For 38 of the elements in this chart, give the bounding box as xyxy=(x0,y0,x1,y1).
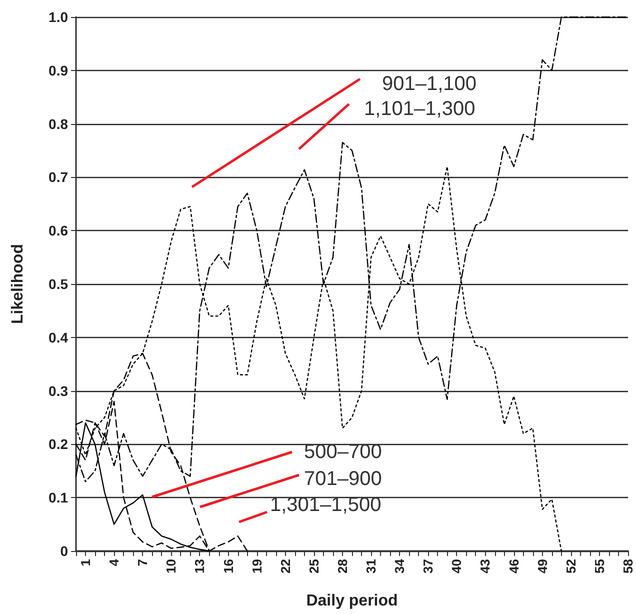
x-tick-label: 1 xyxy=(78,559,94,566)
x-tick-label: 52 xyxy=(563,559,578,574)
x-tick-label: 37 xyxy=(420,559,436,574)
x-tick-label: 16 xyxy=(220,559,236,574)
text: 901–1,100 xyxy=(382,73,477,95)
x-tick-label: 4 xyxy=(106,558,122,566)
y-tick-label: 0.1 xyxy=(48,490,68,506)
y-tick-label: 0.9 xyxy=(48,62,68,78)
x-tick-label: 7 xyxy=(135,559,150,566)
x-tick-label: 31 xyxy=(364,559,379,574)
y-tick-label: 0.7 xyxy=(48,169,68,186)
y-tick-label: 1.0 xyxy=(48,9,68,25)
x-tick-label: 34 xyxy=(392,558,408,574)
x-tick-label: 58 xyxy=(620,559,636,574)
series-label: 1,101–1,300 xyxy=(364,98,476,120)
y-tick-label: 0 xyxy=(60,543,68,559)
y-tick-label: 0.3 xyxy=(48,382,68,399)
x-tick-label: 19 xyxy=(249,559,264,574)
x-tick-label: 13 xyxy=(192,559,208,574)
y-tick-label: 0.2 xyxy=(48,436,68,452)
y-tick-label: 0.5 xyxy=(48,276,68,292)
x-tick-label: 43 xyxy=(478,559,493,574)
series-label: 1,301–1,500 xyxy=(270,494,382,516)
x-axis-title: Daily period xyxy=(306,592,398,610)
x-tick-label: 46 xyxy=(506,559,522,574)
y-tick-label: 0.4 xyxy=(48,329,68,346)
x-tick-label: 10 xyxy=(164,559,179,574)
text: 500–700 xyxy=(304,441,382,463)
y-axis-title: Likelihood xyxy=(10,244,26,324)
x-tick-label: 55 xyxy=(592,559,607,574)
x-tick-label: 49 xyxy=(534,559,550,574)
x-tick-label: 25 xyxy=(306,559,322,574)
x-tick-label: 22 xyxy=(278,559,293,574)
text: 701–900 xyxy=(304,468,382,490)
x-tick-label: 28 xyxy=(334,559,350,574)
x-tick-label: 40 xyxy=(449,559,464,574)
y-tick-label: 0.8 xyxy=(48,116,68,132)
y-tick-label: 0.6 xyxy=(48,222,68,239)
